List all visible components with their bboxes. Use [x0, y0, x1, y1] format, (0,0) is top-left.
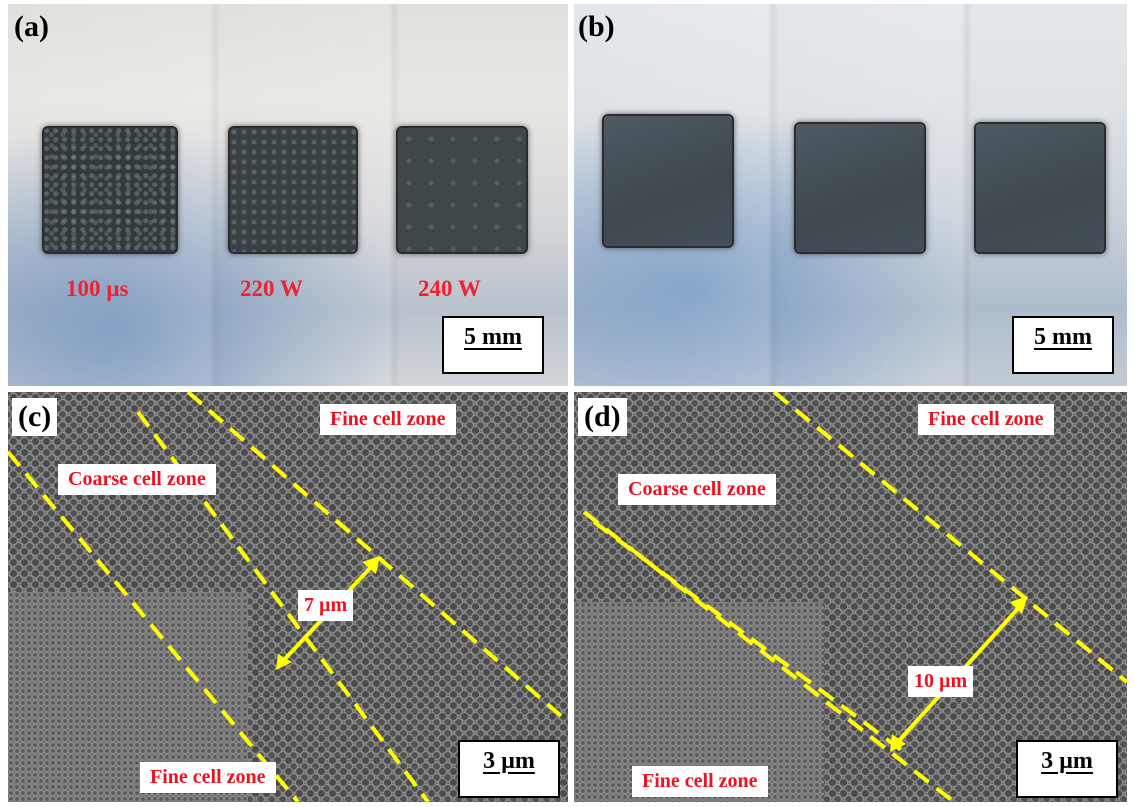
panel-c-tag: (c) — [12, 398, 57, 436]
param-power-220: 220 W — [240, 276, 303, 302]
panel-a-tag: (a) — [14, 8, 49, 46]
width-label: 7 µm — [298, 590, 353, 621]
scale-bar-b-label: 5 mm — [1014, 324, 1112, 351]
scale-bar-a-label: 5 mm — [444, 324, 542, 351]
zone-label-coarse: Coarse cell zone — [58, 464, 216, 495]
panel-b-tag: (b) — [578, 8, 615, 46]
sample-2 — [796, 124, 924, 252]
width-label: 10 µm — [908, 666, 973, 697]
sample-2 — [230, 128, 356, 252]
sample-3 — [976, 124, 1104, 252]
param-power-240: 240 W — [418, 276, 481, 302]
scale-bar-b: 5 mm — [1012, 316, 1114, 374]
sample-1 — [604, 116, 732, 246]
scale-bar-c: 3 µm — [458, 740, 560, 798]
sample-3 — [398, 128, 526, 252]
zone-label-fine-bottom: Fine cell zone — [140, 762, 276, 793]
sample-1 — [44, 128, 176, 252]
panel-b-photo: (b) 5 mm — [574, 4, 1127, 386]
boundary-line-1 — [8, 452, 298, 802]
param-pulse-time: 100 µs — [66, 276, 128, 302]
panel-c-sem: (c) Fine cell zone Coarse cell zone Fine… — [8, 392, 568, 802]
boundary-line-2 — [774, 392, 1127, 682]
panel-a-photo: (a) 100 µs 220 W 240 W 5 mm — [8, 4, 568, 386]
panel-d-sem: (d) Fine cell zone Coarse cell zone Fine… — [574, 392, 1127, 802]
zone-label-coarse: Coarse cell zone — [618, 474, 776, 505]
zone-label-fine-top: Fine cell zone — [918, 404, 1054, 435]
scale-bar-c-label: 3 µm — [460, 748, 558, 775]
boundary-line-3 — [594, 522, 904, 752]
scale-bar-a: 5 mm — [442, 316, 544, 374]
zone-label-fine-top: Fine cell zone — [320, 404, 456, 435]
scale-bar-d-label: 3 µm — [1018, 748, 1116, 775]
scale-bar-d: 3 µm — [1016, 740, 1118, 798]
arrowhead-end — [1010, 596, 1028, 614]
zone-label-fine-bottom: Fine cell zone — [632, 766, 768, 797]
panel-d-tag: (d) — [578, 398, 627, 436]
